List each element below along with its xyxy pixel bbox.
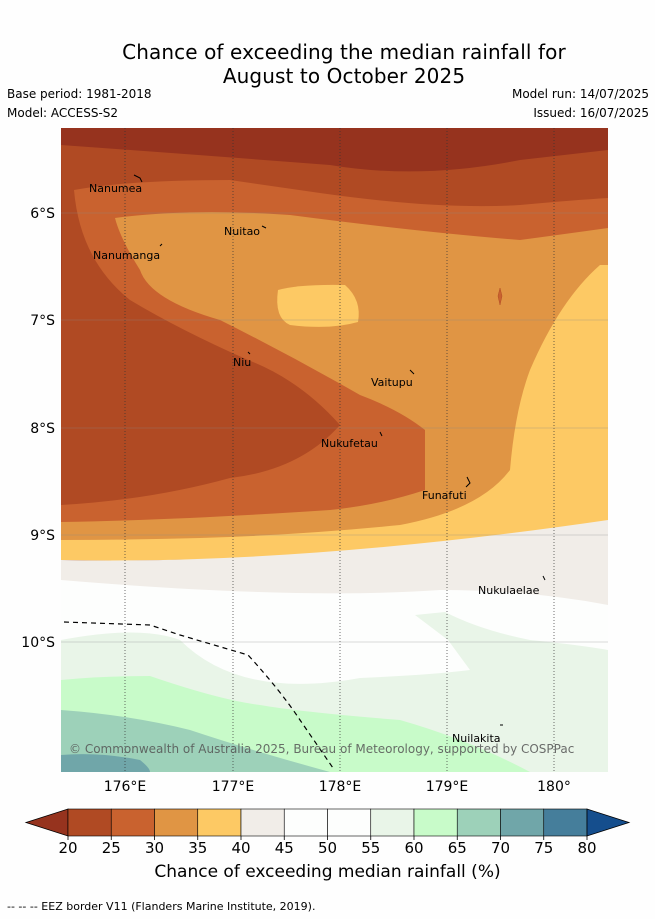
colorbar-swatch xyxy=(327,808,372,837)
base-period-text: Base period: 1981-2018 xyxy=(7,87,152,101)
colorbar-tick-label: 70 xyxy=(491,839,510,857)
contour-30-35 xyxy=(61,212,608,540)
place-vaitupu: Vaitupu xyxy=(371,376,413,389)
colorbar-tick-label: 80 xyxy=(577,839,596,857)
lon-label-176e: 176°E xyxy=(104,779,147,795)
colorbar-swatch xyxy=(154,808,199,837)
place-nukufetau: Nukufetau xyxy=(321,437,378,450)
place-nukulaelae: Nukulaelae xyxy=(478,584,540,597)
colorbar-tick-label: 65 xyxy=(448,839,467,857)
colorbar-tick-label: 50 xyxy=(318,839,337,857)
lat-label-9s: 9°S xyxy=(30,528,55,544)
contour-35-40-island xyxy=(277,284,359,327)
lat-label-6s: 6°S xyxy=(30,206,55,222)
colorbar-swatch xyxy=(456,808,501,837)
colorbar-swatch xyxy=(283,808,328,837)
place-nanumea: Nanumea xyxy=(89,182,142,195)
place-nuitao: Nuitao xyxy=(224,225,260,238)
place-names: Nanumea Nuitao Nanumanga Niu Vaitupu Nuk… xyxy=(89,182,540,745)
rainfall-contours xyxy=(61,128,608,772)
place-nuilakita: Nuilakita xyxy=(452,732,501,745)
colorbar-tick-label: 20 xyxy=(58,839,77,857)
eez-footnote: -- -- -- EEZ border V11 (Flanders Marine… xyxy=(7,900,316,913)
latitude-lines xyxy=(61,212,608,643)
lon-label-178e: 178°E xyxy=(319,779,362,795)
colorbar-swatch xyxy=(413,808,458,837)
graticule xyxy=(124,128,555,772)
colorbar-swatch xyxy=(240,808,285,837)
colorbar-swatch xyxy=(197,808,242,837)
place-niu: Niu xyxy=(233,356,251,369)
colorbar: 20 25 30 35 40 45 50 55 60 65 70 75 80 xyxy=(24,808,631,857)
eez-border xyxy=(63,621,334,769)
lon-label-179e: 179°E xyxy=(426,779,469,795)
lat-label-10s: 10°S xyxy=(21,635,55,651)
colorbar-tick-label: 45 xyxy=(275,839,294,857)
place-funafuti: Funafuti xyxy=(422,489,467,502)
colorbar-swatch xyxy=(500,808,545,837)
colorbar-tick-label: 60 xyxy=(404,839,423,857)
longitude-labels: 176°E 177°E 178°E 179°E 180° xyxy=(104,779,571,795)
title-line-2: August to October 2025 xyxy=(222,64,466,88)
lat-label-7s: 7°S xyxy=(30,313,55,329)
colorbar-over-arrow xyxy=(586,808,631,837)
title-line-1: Chance of exceeding the median rainfall … xyxy=(122,40,566,64)
place-nanumanga: Nanumanga xyxy=(93,249,160,262)
colorbar-swatch xyxy=(370,808,415,837)
model-text: Model: ACCESS-S2 xyxy=(7,106,119,120)
lat-label-8s: 8°S xyxy=(30,421,55,437)
colorbar-under-arrow xyxy=(24,808,69,837)
colorbar-tick-label: 55 xyxy=(361,839,380,857)
small-island-mark xyxy=(497,287,503,306)
latitude-labels: 6°S 7°S 8°S 9°S 10°S xyxy=(21,206,55,651)
colorbar-tick-label: 40 xyxy=(231,839,250,857)
map-title: Chance of exceeding the median rainfall … xyxy=(0,40,655,88)
island-marks xyxy=(133,174,546,726)
contour-65-70 xyxy=(61,710,330,772)
copyright-text: © Commonwealth of Australia 2025, Bureau… xyxy=(69,742,574,756)
colorbar-tick-label: 30 xyxy=(145,839,164,857)
colorbar-label: Chance of exceeding median rainfall (%) xyxy=(154,862,501,882)
issued-text: Issued: 16/07/2025 xyxy=(533,106,649,120)
contour-70-75 xyxy=(61,754,150,772)
lon-label-177e: 177°E xyxy=(212,779,255,795)
colorbar-tick-label: 35 xyxy=(188,839,207,857)
colorbar-swatch xyxy=(110,808,155,837)
colorbar-tick-label: 75 xyxy=(534,839,553,857)
colorbar-swatch xyxy=(67,808,112,837)
colorbar-swatch xyxy=(543,808,588,837)
model-run-text: Model run: 14/07/2025 xyxy=(511,87,649,101)
lon-label-180: 180° xyxy=(537,779,571,795)
colorbar-tick-label: 25 xyxy=(102,839,121,857)
